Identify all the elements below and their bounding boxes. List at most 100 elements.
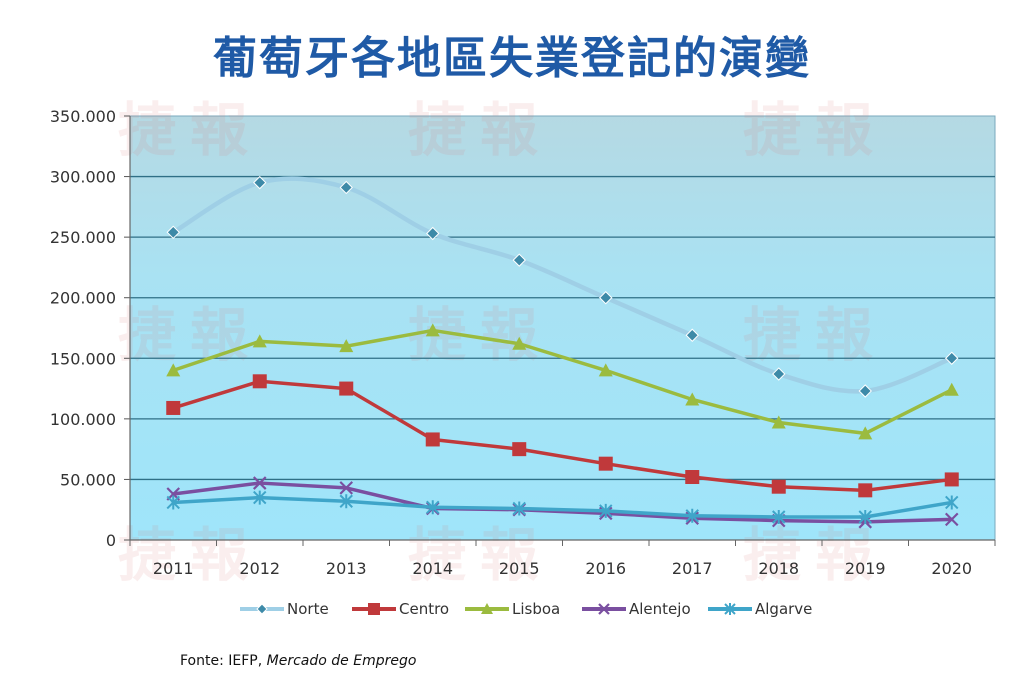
series-lisboa-point [944,382,959,396]
series-norte-point [599,291,613,305]
legend-label: Lisboa [512,600,560,618]
x-tick-label: 2015 [499,559,540,578]
series-algarve-point [858,509,872,524]
series-algarve-point [772,509,786,524]
y-tick-label: 250.000 [50,228,116,247]
y-tick-label: 0 [106,531,116,550]
series-alentejo-point [252,476,267,490]
series-norte-point [426,226,440,241]
plot-area [129,115,996,541]
source-publication: Mercado de Emprego [266,653,417,669]
series-centro-point [425,432,440,447]
watermark-text: 捷報 [743,521,887,589]
series-algarve-point [253,490,267,505]
legend-swatch-marker [481,603,493,614]
legend-swatch-marker [598,603,610,615]
series-lisboa-point [425,323,440,337]
series-norte-point [945,351,959,365]
legend-swatch-marker [256,603,268,615]
series-algarve-point [426,500,440,515]
series-alentejo-line [171,481,954,524]
series-norte-point [166,225,180,240]
series-centro-point [771,479,786,494]
watermark-text: 捷報 [118,96,262,164]
series-algarve-line [171,495,954,519]
series-alentejo-point [339,481,354,495]
series-lisboa-point [252,334,267,348]
series-algarve [166,490,959,524]
series-lisboa [166,323,959,440]
legend-label: Norte [287,600,329,618]
legend: Norte Centro Lisboa Alentejo Algarve [240,600,812,618]
series-lisboa-point [512,336,527,350]
series-centro-point [252,374,267,389]
series-alentejo-point [944,512,959,527]
legend-swatch-marker [368,603,380,615]
series-algarve-point [945,495,959,510]
series-norte-point [512,253,526,267]
watermark-text: 捷報 [118,521,262,589]
series-centro-point [944,472,959,487]
series-norte [166,175,959,398]
series-lisboa-point [685,392,700,406]
series-norte-point [339,180,353,195]
x-tick-label: 2013 [326,559,367,578]
series-centro-point [685,470,700,485]
legend-item-alentejo: Alentejo [582,600,691,618]
x-tick-label: 2019 [845,559,886,578]
series-lisboa-point [598,363,613,377]
x-tick-label: 2018 [758,559,799,578]
y-tick-label: 50.000 [60,470,116,489]
legend-label: Centro [399,600,449,618]
series-lisboa-point [166,363,181,377]
series-lisboa-point [858,426,873,440]
series-layer [166,175,959,529]
axes: 0 50.000 100.000 150.000 200.000 250.000 300.0… [50,107,996,578]
series-norte-line [171,176,954,394]
series-centro-point [166,400,181,415]
legend-label: Algarve [755,600,812,618]
source-prefix: Fonte: IEFP, [180,653,267,669]
series-norte-point [253,175,267,190]
legend-label: Alentejo [629,600,691,618]
series-algarve-point [166,495,180,510]
gridlines [130,175,995,481]
series-centro-point [339,381,354,396]
x-tick-label: 2016 [585,559,626,578]
series-algarve-point [685,508,699,523]
legend-item-norte: Norte [240,600,329,618]
series-norte-point [772,367,786,381]
series-norte-point [858,384,872,398]
y-tick-label: 150.000 [50,349,116,368]
watermark-text: 捷報 [743,96,887,164]
y-tick-label: 200.000 [50,289,116,308]
x-tick-label: 2012 [239,559,280,578]
series-lisboa-line [171,328,954,436]
series-centro [166,374,959,498]
watermark-text: 捷報 [408,96,552,164]
legend-item-algarve: Algarve [708,600,812,618]
source-note: Fonte: IEFP, Mercado de Emprego [180,653,416,669]
series-lisboa-point [339,339,354,353]
series-centro-point [512,442,527,457]
legend-swatch-marker [724,603,736,615]
series-algarve-point [599,503,613,518]
y-tick-label: 350.000 [50,107,116,126]
y-tick-label: 300.000 [50,168,116,187]
legend-item-lisboa: Lisboa [465,600,560,618]
series-algarve-point [339,494,353,509]
x-tick-label: 2020 [931,559,972,578]
legend-item-centro: Centro [352,600,449,618]
series-centro-point [858,483,873,498]
series-centro-line [171,379,954,493]
series-norte-point [685,328,699,342]
x-tick-label: 2011 [153,559,194,578]
series-lisboa-point [771,415,786,429]
series-algarve-point [512,501,526,516]
x-tick-label: 2014 [412,559,453,578]
series-centro-point [598,456,613,471]
y-tick-label: 100.000 [50,410,116,429]
x-tick-label: 2017 [672,559,713,578]
chart-title: 葡萄牙各地區失業登記的演變 [213,33,811,84]
